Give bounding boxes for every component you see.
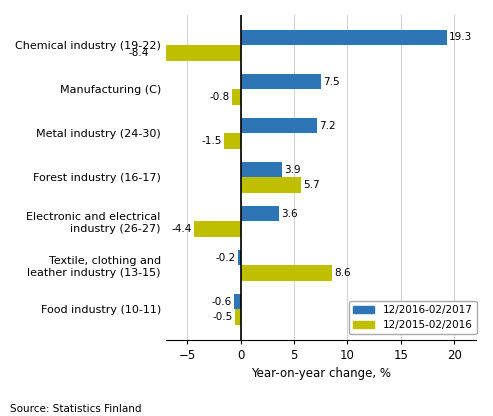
Bar <box>224 133 241 149</box>
Text: 7.5: 7.5 <box>323 77 339 87</box>
Bar <box>234 294 241 310</box>
Bar <box>241 30 447 45</box>
Bar <box>232 89 241 105</box>
X-axis label: Year-on-year change, %: Year-on-year change, % <box>250 367 390 380</box>
Bar <box>241 118 317 133</box>
Text: 19.3: 19.3 <box>449 32 472 42</box>
Text: -0.6: -0.6 <box>211 297 232 307</box>
Text: -8.4: -8.4 <box>128 48 149 58</box>
Text: -0.2: -0.2 <box>216 253 236 262</box>
Text: 3.6: 3.6 <box>281 209 298 219</box>
Text: -0.8: -0.8 <box>210 92 230 102</box>
Bar <box>241 162 282 177</box>
Text: 5.7: 5.7 <box>304 180 320 190</box>
Bar <box>241 74 320 89</box>
Text: 7.2: 7.2 <box>319 121 336 131</box>
Text: 3.9: 3.9 <box>284 165 301 175</box>
Bar <box>241 265 332 281</box>
Bar <box>194 221 241 237</box>
Bar <box>151 45 241 61</box>
Text: -4.4: -4.4 <box>171 224 191 234</box>
Text: -0.5: -0.5 <box>213 312 233 322</box>
Text: 8.6: 8.6 <box>335 268 351 278</box>
Bar <box>241 177 301 193</box>
Bar <box>235 310 241 325</box>
Bar <box>241 206 279 221</box>
Legend: 12/2016-02/2017, 12/2015-02/2016: 12/2016-02/2017, 12/2015-02/2016 <box>349 301 477 334</box>
Text: -1.5: -1.5 <box>202 136 222 146</box>
Bar <box>239 250 241 265</box>
Text: Source: Statistics Finland: Source: Statistics Finland <box>10 404 141 414</box>
